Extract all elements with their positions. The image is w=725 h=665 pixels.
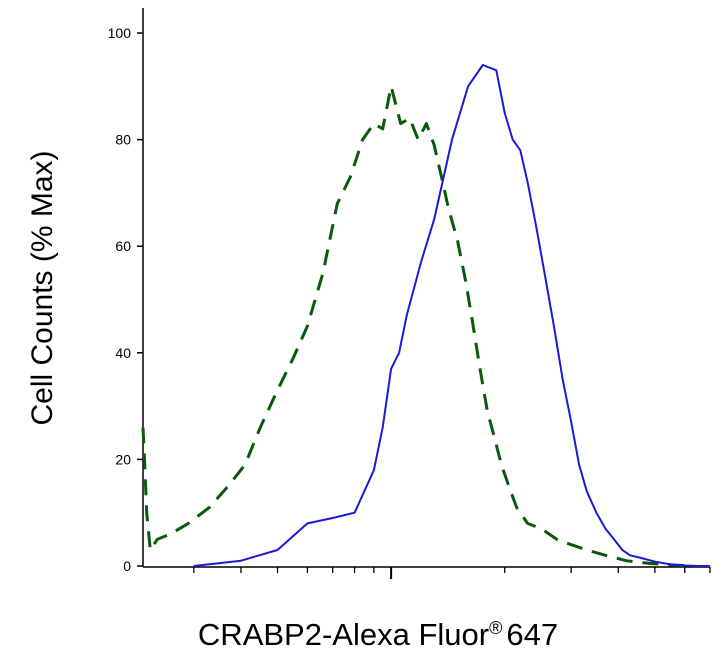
- x-axis-title-superscript: ®: [489, 618, 502, 638]
- plot-frame: [142, 8, 710, 568]
- series-line-solid: [193, 64, 710, 567]
- series-layer: [141, 64, 710, 568]
- y-axis-ticks: 0 20 40 60 80 100: [108, 25, 143, 574]
- y-tick-label-0: 0: [123, 558, 131, 574]
- series-line-dashed: [141, 84, 691, 568]
- y-tick-label-80: 80: [115, 132, 131, 148]
- x-axis-title: CRABP2-Alexa Fluor® 647: [198, 617, 558, 652]
- y-tick-label-20: 20: [115, 451, 131, 467]
- x-axis-title-suffix: 647: [506, 617, 558, 652]
- y-tick-label-40: 40: [115, 345, 131, 361]
- y-tick-label-100: 100: [108, 25, 132, 41]
- x-axis-title-main: CRABP2-Alexa Fluor: [198, 617, 489, 652]
- y-tick-label-60: 60: [115, 238, 131, 254]
- x-axis-ticks: [193, 567, 711, 579]
- y-axis-title: Cell Counts (% Max): [26, 150, 59, 425]
